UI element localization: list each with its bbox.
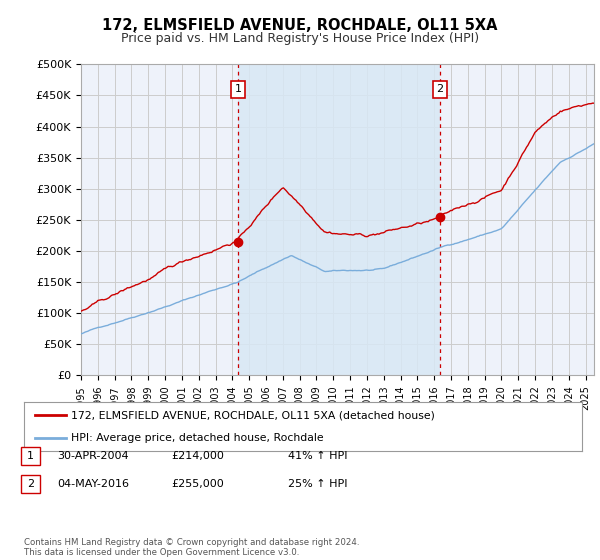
Text: £255,000: £255,000 bbox=[171, 479, 224, 489]
Text: £214,000: £214,000 bbox=[171, 451, 224, 461]
Text: 2: 2 bbox=[437, 84, 443, 94]
Text: HPI: Average price, detached house, Rochdale: HPI: Average price, detached house, Roch… bbox=[71, 433, 324, 444]
Text: 30-APR-2004: 30-APR-2004 bbox=[57, 451, 128, 461]
Text: 1: 1 bbox=[27, 451, 34, 461]
Text: 04-MAY-2016: 04-MAY-2016 bbox=[57, 479, 129, 489]
Text: 172, ELMSFIELD AVENUE, ROCHDALE, OL11 5XA (detached house): 172, ELMSFIELD AVENUE, ROCHDALE, OL11 5X… bbox=[71, 410, 436, 421]
Bar bbox=[238, 64, 440, 375]
Text: Contains HM Land Registry data © Crown copyright and database right 2024.
This d: Contains HM Land Registry data © Crown c… bbox=[24, 538, 359, 557]
Text: 172, ELMSFIELD AVENUE, ROCHDALE, OL11 5XA: 172, ELMSFIELD AVENUE, ROCHDALE, OL11 5X… bbox=[102, 18, 498, 33]
Text: 1: 1 bbox=[235, 84, 241, 94]
Text: 41% ↑ HPI: 41% ↑ HPI bbox=[288, 451, 347, 461]
Text: Price paid vs. HM Land Registry's House Price Index (HPI): Price paid vs. HM Land Registry's House … bbox=[121, 32, 479, 45]
Text: 2: 2 bbox=[27, 479, 34, 489]
Text: 25% ↑ HPI: 25% ↑ HPI bbox=[288, 479, 347, 489]
